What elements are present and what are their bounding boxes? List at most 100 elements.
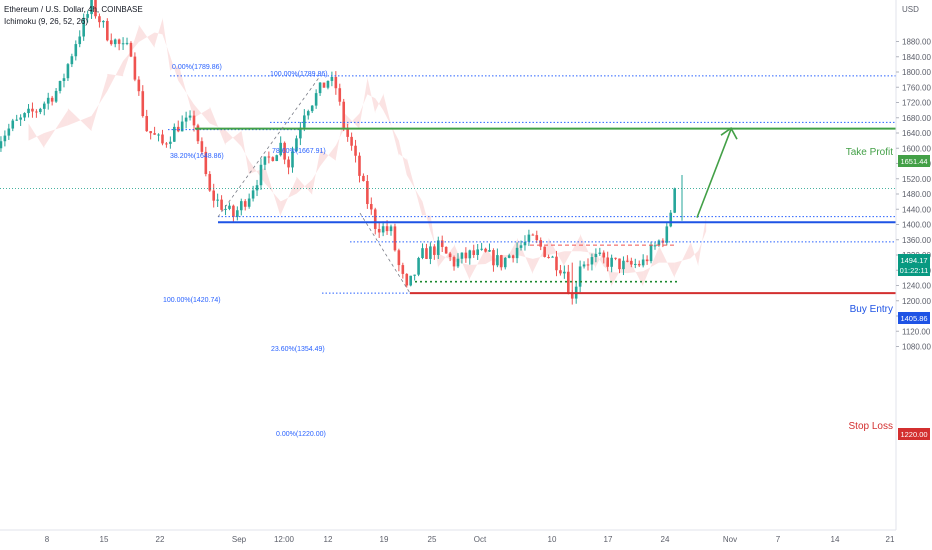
buy-entry-label: Buy Entry [850, 304, 893, 315]
candle-body [511, 255, 515, 259]
candle-body [109, 40, 113, 45]
candle-body [665, 226, 669, 243]
candle-body [547, 256, 550, 258]
cloud-segment [154, 19, 163, 46]
time-tick-label: 14 [831, 535, 840, 544]
candle-body [421, 248, 424, 258]
price-tick-label: 1880.00 [902, 38, 931, 47]
candle-body [157, 134, 160, 136]
candle-body [106, 20, 109, 41]
price-tick-label: 1400.00 [902, 221, 931, 230]
cloud-segment [422, 201, 431, 232]
candle-body [208, 174, 212, 191]
cloud-segment [312, 151, 321, 193]
cloud-segment [241, 129, 250, 176]
price-axis[interactable]: 1080.001120.001160.001200.001240.001280.… [896, 38, 931, 352]
candle-body [630, 260, 633, 265]
cloud-segment [595, 251, 604, 267]
candle-body [614, 257, 617, 259]
bar-countdown: 01:22:11 [900, 266, 929, 275]
cloud-segment [359, 79, 368, 127]
candle-body [673, 188, 676, 213]
time-tick-label: 7 [776, 535, 781, 544]
cloud-segment [28, 123, 45, 149]
candle-body [247, 198, 251, 207]
candle-body [350, 136, 353, 146]
candle-body [551, 256, 554, 258]
candle-body [306, 111, 310, 116]
candle-body [220, 199, 223, 210]
candle-body [180, 121, 184, 132]
candle-body [314, 93, 318, 106]
cloud-segment [335, 114, 344, 159]
price-tick-label: 1840.00 [902, 53, 931, 62]
cloud-segment [469, 248, 486, 279]
current-price: 1494.17 [900, 256, 927, 265]
cloud-segment [107, 61, 124, 92]
candle-body [515, 247, 519, 259]
candle-body [626, 260, 629, 262]
candle-body [484, 248, 487, 252]
candle-body [346, 127, 349, 137]
candle-body [267, 156, 271, 158]
fib-label-100: 100.00%(1420.74) [163, 297, 221, 304]
candle-body [492, 250, 495, 266]
indicator-title[interactable]: Ichimoku (9, 26, 52, 26) [4, 17, 88, 26]
cloud-segment [383, 92, 399, 156]
candle-body [377, 228, 381, 233]
candle-body [176, 126, 180, 132]
candle-body [228, 205, 231, 209]
time-tick-label: 21 [886, 535, 895, 544]
candle-body [283, 142, 286, 160]
candle-body [299, 127, 302, 139]
candle-body [637, 263, 641, 266]
candle-body [322, 82, 326, 88]
candle-body [326, 80, 330, 88]
time-tick-label: 24 [661, 535, 670, 544]
candle-body [362, 175, 365, 182]
candle-body [578, 266, 582, 287]
candle-body [425, 248, 428, 259]
candle-body [121, 43, 125, 45]
candle-body [354, 145, 357, 156]
cloud-segment [643, 247, 659, 285]
candle-body [295, 138, 298, 152]
candle-body [535, 235, 539, 241]
price-tick-label: 1520.00 [902, 175, 931, 184]
cloud-segment [658, 245, 675, 278]
fib-label-top-right: 100.00%(1789.86) [270, 71, 328, 78]
candle-body [543, 246, 546, 257]
candle-body [149, 131, 152, 134]
price-tick-label: 1800.00 [902, 68, 931, 77]
candle-body [19, 117, 22, 120]
candle-body [539, 240, 543, 247]
fib-label-0: 0.00%(1220.00) [276, 431, 326, 438]
time-tick-label: 15 [100, 535, 109, 544]
candle-body [141, 91, 145, 117]
candle-body [11, 120, 15, 129]
cloud-segment [320, 145, 336, 167]
candle-body [669, 212, 673, 227]
candle-body [480, 248, 483, 250]
buy-entry-price: 1405.86 [900, 314, 927, 323]
time-axis[interactable]: 8 15 22 Sep 12:00 12 19 25 Oct 10 17 24 Nov 7 14 21 [45, 535, 895, 544]
stop-loss-label: Stop Loss [849, 421, 893, 432]
candle-body [488, 250, 491, 252]
candle-body [35, 111, 38, 113]
cloud-segment [564, 235, 581, 265]
candle-body [303, 115, 306, 128]
symbol-title[interactable]: Ethereum / U.S. Dollar, 4h, COINBASE [4, 5, 143, 14]
cloud-segment [170, 56, 179, 81]
cloud-segment [698, 216, 707, 265]
candle-body [243, 201, 247, 207]
candle-body [393, 226, 397, 251]
candle-body [62, 78, 66, 82]
candle-body [165, 143, 168, 145]
time-tick-label: Sep [232, 535, 247, 544]
candle-body [429, 246, 432, 259]
candle-body [657, 240, 661, 246]
candle-body [70, 56, 74, 65]
